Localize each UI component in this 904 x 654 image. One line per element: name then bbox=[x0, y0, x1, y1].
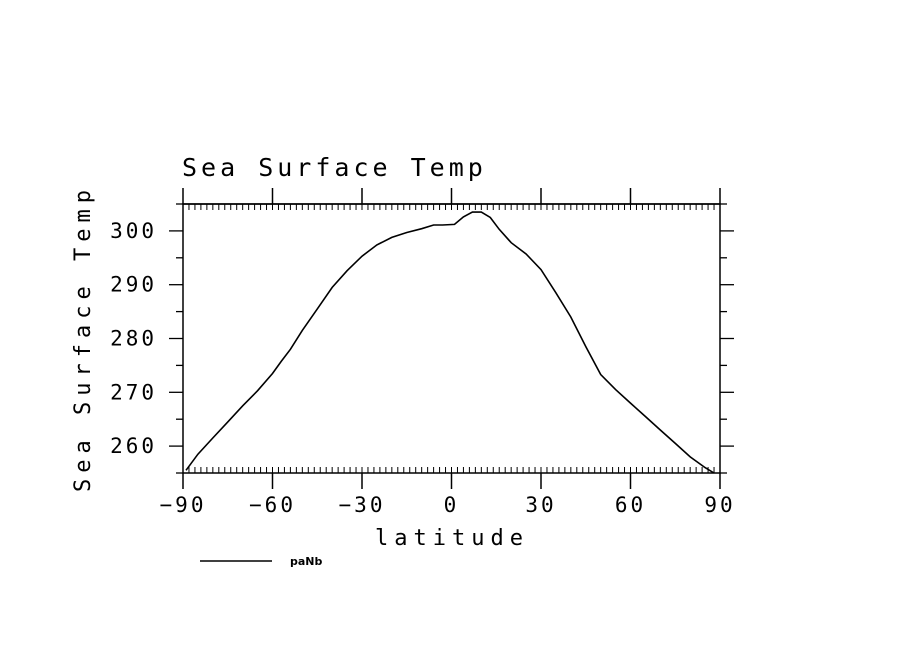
chart-title: Sea Surface Temp bbox=[182, 153, 487, 182]
y-tick-label: 260 bbox=[110, 434, 157, 458]
series-line-paNb bbox=[185, 211, 715, 474]
y-tick-label: 280 bbox=[110, 327, 157, 351]
x-tick-label: 0 bbox=[444, 493, 460, 517]
y-tick-labels: 260 270 280 290 300 bbox=[110, 219, 157, 458]
x-tick-label: 90 bbox=[704, 493, 735, 517]
y-axis-label: Sea Surface Temp bbox=[71, 184, 96, 492]
x-axis-label: latitude bbox=[375, 526, 529, 551]
x-tick-label: 30 bbox=[525, 493, 556, 517]
x-tick-label: −90 bbox=[160, 493, 207, 517]
x-tick-labels: −90 −60 −30 0 30 60 90 bbox=[160, 493, 735, 517]
x-tick-label: −60 bbox=[249, 493, 296, 517]
y-tick-label: 300 bbox=[110, 219, 157, 243]
y-tick-label: 290 bbox=[110, 273, 157, 297]
y-ticks bbox=[169, 203, 734, 474]
x-tick-label: −30 bbox=[339, 493, 386, 517]
legend-label: paNb bbox=[290, 555, 323, 568]
y-tick-label: 270 bbox=[110, 380, 157, 404]
x-minor-ticks bbox=[182, 204, 721, 473]
x-tick-label: 60 bbox=[615, 493, 646, 517]
plot-frame bbox=[182, 203, 721, 474]
x-major-ticks bbox=[182, 188, 721, 489]
